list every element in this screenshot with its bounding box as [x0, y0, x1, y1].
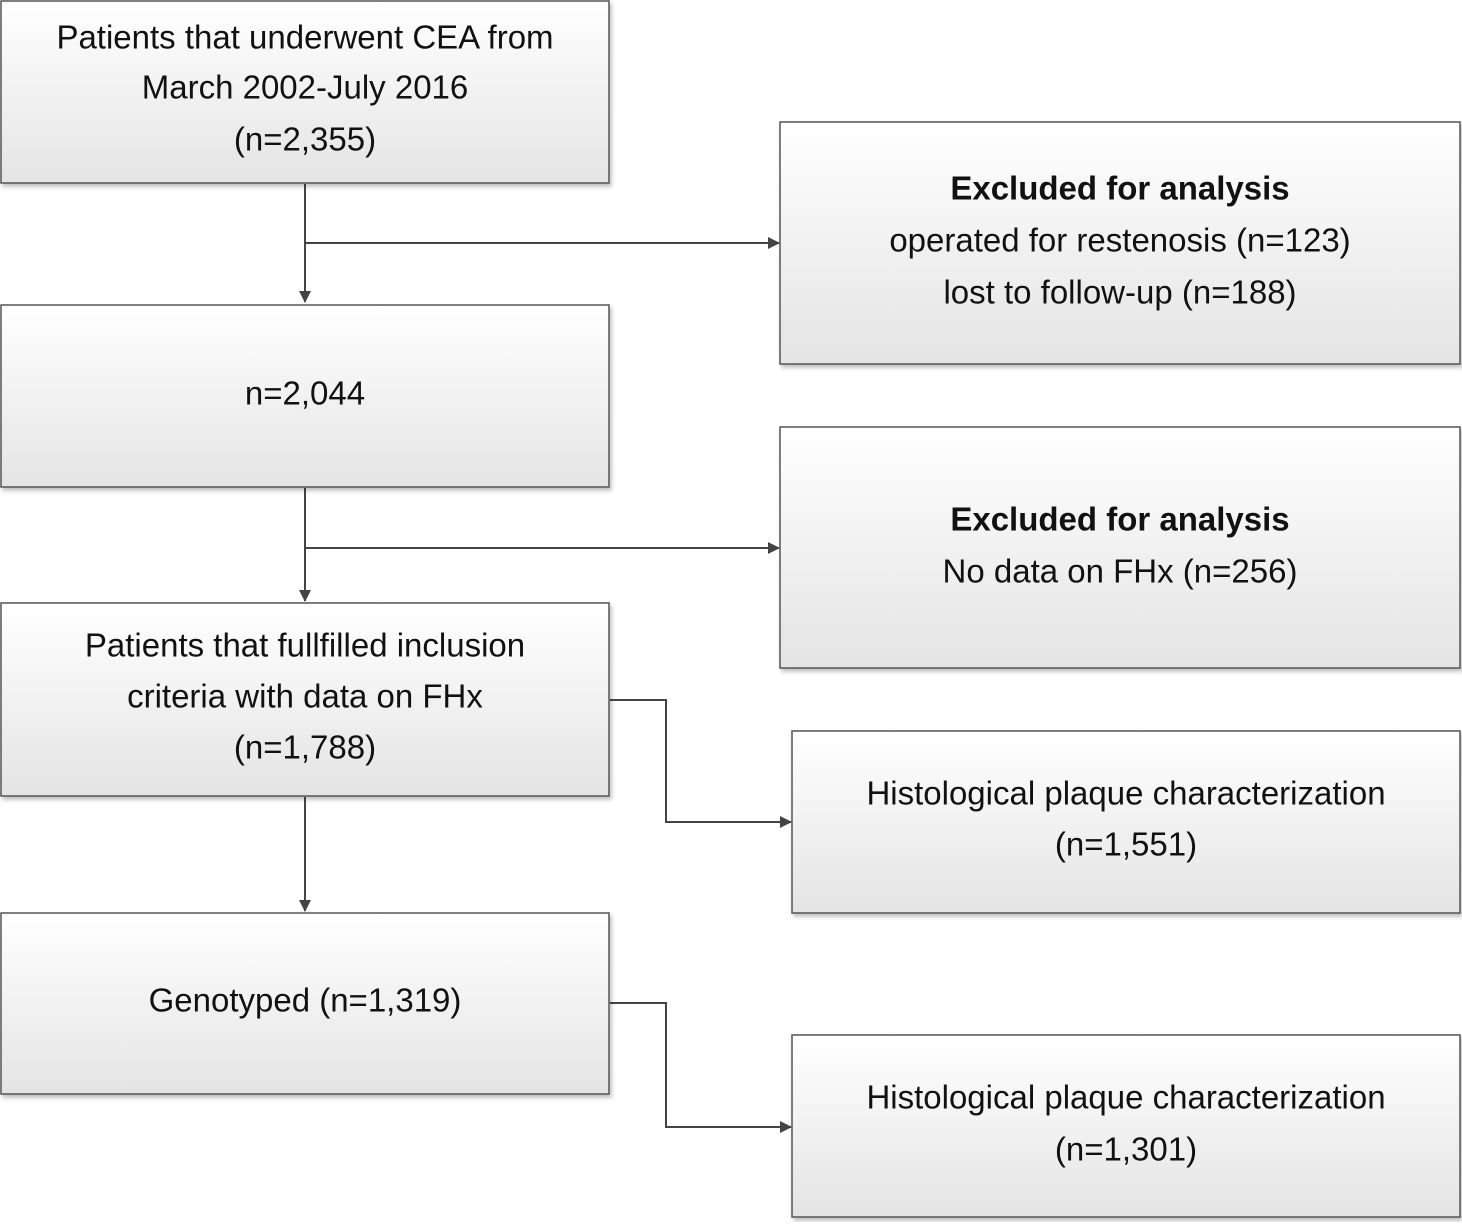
arrow	[610, 699, 792, 828]
node-text: Histological plaque characterization	[866, 1079, 1385, 1116]
node-text: Genotyped (n=1,319)	[149, 982, 462, 1019]
arrow	[610, 1002, 792, 1133]
node-text: (n=2,355)	[234, 121, 376, 158]
box	[0, 304, 610, 488]
node-text: March 2002-July 2016	[142, 69, 469, 106]
box	[0, 602, 610, 797]
box	[0, 912, 610, 1095]
box	[779, 121, 1461, 365]
node-text: No data on FHx (n=256)	[943, 553, 1298, 590]
node-text: Patients that fullfilled inclusion	[85, 627, 525, 664]
node-text: (n=1,788)	[234, 729, 376, 766]
node-text: (n=1,301)	[1055, 1131, 1197, 1168]
node-title: Excluded for analysis	[950, 501, 1289, 538]
node-text: Histological plaque characterization	[866, 775, 1385, 812]
node-text: operated for restenosis (n=123)	[889, 222, 1350, 259]
box	[791, 730, 1461, 914]
node-text: (n=1,551)	[1055, 826, 1197, 863]
box	[0, 0, 610, 184]
box	[779, 426, 1461, 669]
node-text: lost to follow-up (n=188)	[943, 274, 1296, 311]
node-title: Excluded for analysis	[950, 170, 1289, 207]
node-text: criteria with data on FHx	[127, 678, 483, 715]
node-text: Patients that underwent CEA from	[56, 19, 553, 56]
node-text: n=2,044	[245, 375, 365, 412]
box	[791, 1034, 1461, 1218]
